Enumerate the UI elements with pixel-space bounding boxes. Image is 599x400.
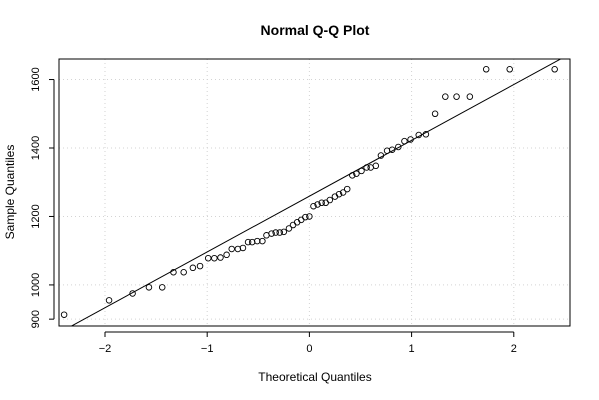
qq-point-15 <box>239 244 247 252</box>
qq-point-38 <box>339 189 347 196</box>
x-axis-title: Theoretical Quantiles <box>258 370 371 384</box>
qq-point-4 <box>158 284 166 291</box>
grid-lines <box>59 59 570 326</box>
data-points <box>60 66 558 318</box>
qq-reference-line <box>70 59 562 326</box>
qq-point-5 <box>170 269 177 276</box>
qq-point-29 <box>302 213 309 221</box>
qq-point-43 <box>363 164 370 171</box>
x-tick-label-2: 0 <box>306 343 312 355</box>
qq-point-50 <box>401 137 408 145</box>
qq-point-46 <box>377 152 385 159</box>
qq-point-57 <box>466 93 474 100</box>
qq-point-11 <box>217 254 224 261</box>
y-tick-label-1: 1000 <box>30 273 42 297</box>
reference-line-group <box>70 59 562 326</box>
x-tick-label-0: −2 <box>99 343 112 355</box>
qq-point-10 <box>211 254 218 262</box>
qq-point-13 <box>228 245 235 253</box>
qq-point-24 <box>280 228 288 236</box>
qq-point-32 <box>314 201 321 208</box>
qq-point-8 <box>196 262 204 270</box>
qq-point-7 <box>189 264 197 272</box>
qq-point-30 <box>306 213 313 220</box>
qq-point-3 <box>145 284 153 291</box>
y-tick-label-2: 1200 <box>30 204 42 228</box>
qq-point-56 <box>453 93 460 100</box>
qq-point-45 <box>372 162 380 170</box>
qq-point-31 <box>310 202 317 210</box>
qq-point-48 <box>388 146 396 153</box>
qq-point-39 <box>343 185 351 193</box>
qq-point-42 <box>358 167 365 175</box>
qq-point-34 <box>322 199 329 207</box>
qq-point-18 <box>254 237 261 245</box>
y-tick-label-3: 1400 <box>30 136 42 160</box>
qq-point-51 <box>407 136 414 143</box>
qq-point-49 <box>395 143 402 151</box>
qq-point-35 <box>326 196 334 204</box>
y-axis: 900 1000 1200 1400 1600 <box>30 67 55 328</box>
qq-point-0 <box>60 311 68 318</box>
qq-point-52 <box>415 131 422 139</box>
y-axis-title: Sample Quantiles <box>3 145 17 240</box>
y-tick-label-4: 1600 <box>30 67 42 91</box>
qq-point-17 <box>248 238 256 246</box>
qq-point-47 <box>383 147 391 154</box>
x-tick-label-1: −1 <box>201 343 214 355</box>
qq-point-33 <box>318 199 325 207</box>
qq-point-19 <box>259 237 266 245</box>
qq-point-1 <box>105 297 113 304</box>
qq-point-37 <box>335 190 343 198</box>
qq-point-2 <box>129 290 136 297</box>
qq-point-55 <box>442 93 449 100</box>
x-tick-label-4: 2 <box>511 343 517 355</box>
qq-point-40 <box>349 172 356 179</box>
qq-point-21 <box>268 230 275 237</box>
qq-point-6 <box>180 269 187 276</box>
qq-point-54 <box>431 110 439 118</box>
qq-point-53 <box>422 131 430 138</box>
y-tick-label-0: 900 <box>30 310 42 328</box>
qq-point-41 <box>353 170 360 177</box>
qq-point-26 <box>289 221 297 229</box>
qq-point-12 <box>223 251 230 259</box>
chart-title: Normal Q-Q Plot <box>261 22 370 38</box>
x-tick-label-3: 1 <box>409 343 415 355</box>
qq-point-25 <box>285 225 293 232</box>
qq-point-9 <box>204 254 212 262</box>
qq-point-59 <box>506 66 513 73</box>
plot-frame <box>58 58 571 327</box>
qq-point-16 <box>244 238 252 246</box>
qq-point-23 <box>276 229 284 236</box>
qq-point-58 <box>482 66 490 73</box>
x-axis: −2 −1 0 1 2 <box>99 331 517 355</box>
qq-point-14 <box>234 245 242 253</box>
qq-point-60 <box>551 66 558 73</box>
qq-point-22 <box>272 229 279 236</box>
